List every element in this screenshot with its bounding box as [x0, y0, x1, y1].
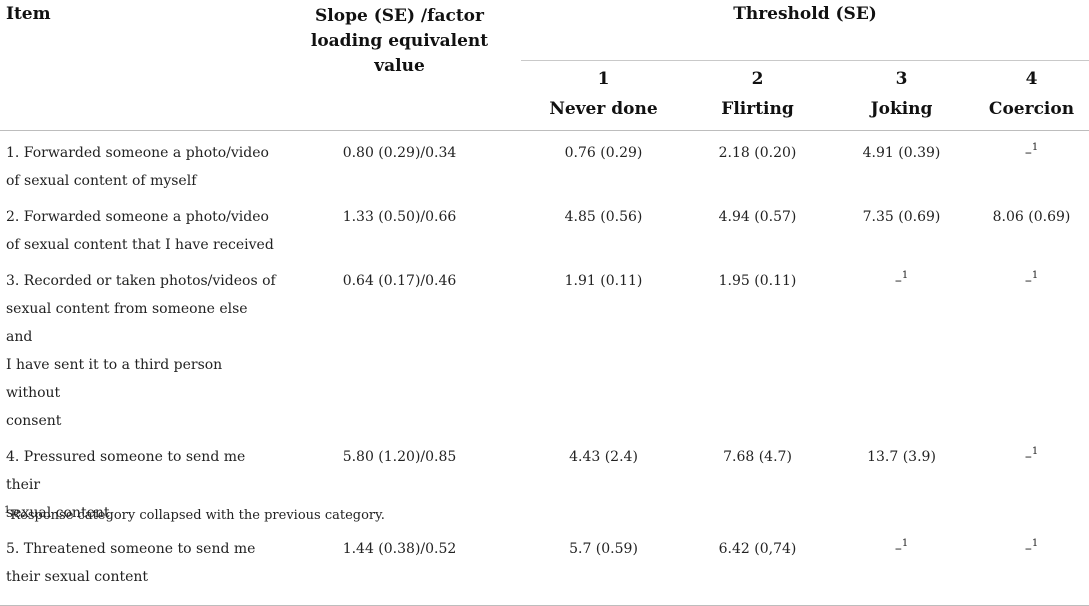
- table-row: 3. Recorded or taken photos/videos of se…: [0, 259, 1089, 435]
- footnote-ref: 1: [901, 538, 909, 550]
- threshold-num: 4: [1025, 69, 1038, 89]
- threshold-label: Never done: [549, 99, 658, 119]
- threshold-1-cell: 0.76 (0.29): [521, 130, 686, 195]
- footnote-ref: 1: [1031, 270, 1039, 282]
- item-line: 3. Recorded or taken photos/videos of: [6, 273, 276, 289]
- item-line: 1. Forwarded someone a photo/video: [6, 145, 269, 161]
- footnote-ref: 1: [1031, 538, 1039, 550]
- collapsed-dash: –: [1024, 541, 1032, 557]
- threshold-1-cell: 4.43 (2.4): [569, 449, 638, 465]
- threshold-2-cell: 2.18 (0.20): [686, 130, 829, 195]
- threshold-3-cell: 4.91 (0.39): [829, 130, 974, 195]
- collapsed-dash: –: [1024, 449, 1032, 465]
- item-line: I have sent it to a third person without: [6, 357, 223, 401]
- threshold-3-cell: –1: [829, 259, 974, 435]
- threshold-label: Flirting: [721, 99, 794, 119]
- collapsed-dash: –: [894, 273, 902, 289]
- item-line: 4. Pressured someone to send me their: [6, 449, 246, 493]
- slope-cell: 0.80 (0.29)/0.34: [278, 130, 521, 195]
- footnote-ref: 1: [901, 270, 909, 282]
- header-slope-line2: loading equivalent: [310, 31, 489, 51]
- footnote-marker: 1: [4, 504, 11, 516]
- header-threshold: Threshold (SE): [733, 4, 877, 24]
- item-cell: 3. Recorded or taken photos/videos of se…: [0, 259, 278, 435]
- threshold-4-cell: –1: [974, 435, 1089, 527]
- threshold-1-cell: 4.85 (0.56): [564, 209, 643, 225]
- threshold-4-cell: –1: [974, 527, 1089, 606]
- header-slope-line3: value: [374, 56, 425, 76]
- collapsed-dash: –: [1024, 145, 1032, 161]
- item-cell: 4. Pressured someone to send me their se…: [0, 435, 278, 527]
- header-item: Item: [6, 4, 51, 24]
- footnote-text: Response category collapsed with the pre…: [10, 508, 385, 523]
- item-line: their sexual content: [6, 569, 149, 585]
- item-line: sexual content: [6, 505, 110, 521]
- threshold-3-cell: 7.35 (0.69): [862, 209, 941, 225]
- collapsed-dash: –: [1024, 273, 1032, 289]
- threshold-1-cell: 1.91 (0.11): [564, 273, 643, 289]
- item-cell: 5. Threatened someone to send me their s…: [0, 527, 278, 606]
- table-footnote: 1Response category collapsed with the pr…: [4, 504, 385, 523]
- threshold-2-cell: 6.42 (0,74): [686, 527, 829, 606]
- threshold-label: Coercion: [988, 99, 1075, 119]
- threshold-3-cell: 13.7 (3.9): [867, 449, 936, 465]
- threshold-4-cell: –1: [974, 259, 1089, 435]
- item-line: 2. Forwarded someone a photo/video: [6, 209, 269, 225]
- threshold-col-4: 4 Coercion: [974, 60, 1089, 131]
- threshold-3-cell: –1: [829, 527, 974, 606]
- collapsed-dash: –: [894, 541, 902, 557]
- threshold-2-cell: 1.95 (0.11): [718, 273, 797, 289]
- threshold-2-cell: 4.94 (0.57): [718, 209, 797, 225]
- header-slope: Slope (SE) /factor loading equivalent va…: [278, 0, 521, 131]
- threshold-num: 2: [751, 69, 764, 89]
- threshold-2-cell: 7.68 (4.7): [723, 449, 792, 465]
- threshold-num: 3: [895, 69, 908, 89]
- table-row: 4. Pressured someone to send me their se…: [0, 435, 1089, 527]
- threshold-col-3: 3 Joking: [829, 60, 974, 131]
- threshold-col-2: 2 Flirting: [686, 60, 829, 131]
- slope-cell: 1.44 (0.38)/0.52: [278, 527, 521, 606]
- threshold-label: Joking: [870, 99, 933, 119]
- footnote-ref: 1: [1031, 142, 1039, 154]
- footnote-ref: 1: [1031, 446, 1039, 458]
- item-line: 5. Threatened someone to send me: [6, 541, 256, 557]
- table-row: 1. Forwarded someone a photo/video of se…: [0, 130, 1089, 195]
- item-line: sexual content from someone else and: [6, 301, 248, 345]
- threshold-4-cell: –1: [974, 130, 1089, 195]
- threshold-1-cell: 5.7 (0.59): [521, 527, 686, 606]
- threshold-col-1: 1 Never done: [521, 60, 686, 131]
- header-slope-line1: Slope (SE) /factor: [315, 6, 484, 26]
- table-row: 2. Forwarded someone a photo/video of se…: [0, 195, 1089, 259]
- table-row: 5. Threatened someone to send me their s…: [0, 527, 1089, 606]
- slope-cell: 0.64 (0.17)/0.46: [342, 273, 457, 289]
- item-line: consent: [6, 413, 62, 429]
- item-line: of sexual content that I have received: [6, 237, 274, 253]
- slope-cell: 1.33 (0.50)/0.66: [342, 209, 457, 225]
- threshold-4-cell: 8.06 (0.69): [992, 209, 1071, 225]
- threshold-num: 1: [597, 69, 610, 89]
- slope-cell: 5.80 (1.20)/0.85: [342, 449, 457, 465]
- item-cell: 1. Forwarded someone a photo/video of se…: [0, 130, 278, 195]
- item-cell: 2. Forwarded someone a photo/video of se…: [0, 195, 278, 259]
- item-line: of sexual content of myself: [6, 173, 197, 189]
